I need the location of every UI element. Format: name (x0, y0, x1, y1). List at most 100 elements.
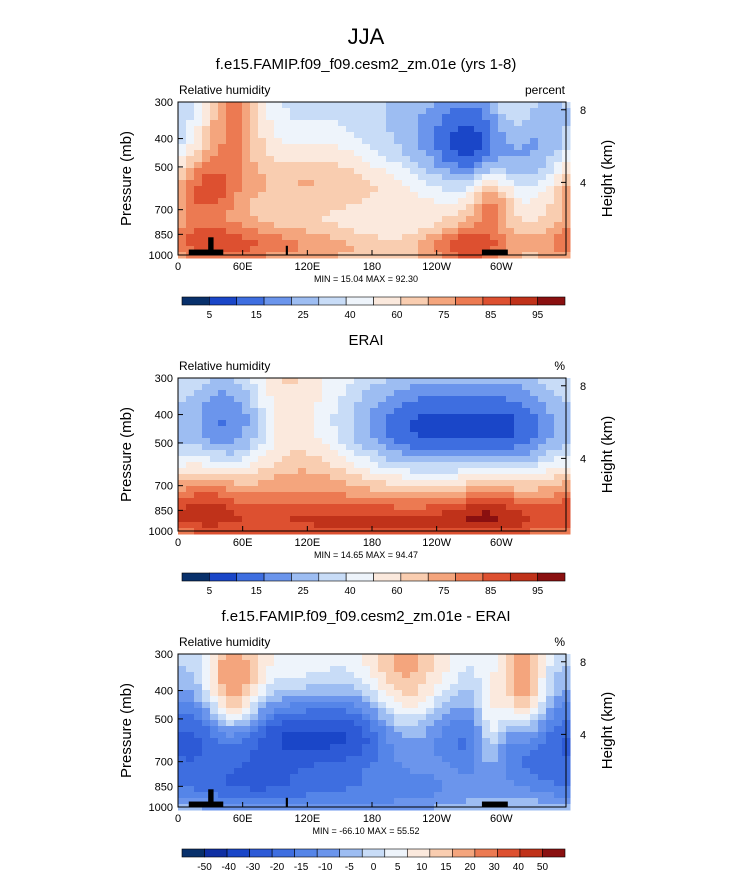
field-cell (514, 210, 523, 217)
field-cell (290, 228, 299, 235)
field-cell (378, 738, 387, 745)
field-cell (418, 468, 427, 475)
field-cell (314, 402, 323, 409)
field-cell (402, 750, 411, 757)
colorbar-swatch (263, 572, 292, 582)
field-cell (338, 132, 347, 139)
field-cell (410, 156, 419, 163)
field-cell (434, 138, 443, 145)
field-cell (490, 738, 499, 745)
field-cell (314, 462, 323, 469)
field-cell (394, 774, 403, 781)
field-cell (346, 132, 355, 139)
field-cell (442, 138, 451, 145)
field-cell (282, 774, 291, 781)
field-cell (274, 792, 283, 799)
field-cell (234, 180, 243, 187)
field-cell (458, 672, 467, 679)
field-cell (330, 156, 339, 163)
field-cell (482, 240, 491, 247)
field-cell (386, 210, 395, 217)
field-cell (322, 198, 331, 205)
field-cell (298, 744, 307, 751)
field-cell (458, 108, 467, 115)
field-cell (194, 432, 203, 439)
field-cell (474, 240, 483, 247)
field-cell (202, 144, 211, 151)
field-cell (298, 516, 307, 523)
field-cell (338, 654, 347, 661)
field-cell (234, 720, 243, 727)
field-cell (490, 654, 499, 661)
field-cell (210, 102, 219, 109)
field-cell (530, 228, 539, 235)
field-cell (426, 432, 435, 439)
field-cell (538, 180, 547, 187)
field-cell (466, 120, 475, 127)
field-cell (394, 498, 403, 505)
field-cell (210, 504, 219, 511)
field-cell (482, 726, 491, 733)
field-cell (514, 438, 523, 445)
field-cell (410, 126, 419, 133)
field-cell (554, 786, 563, 793)
field-cell (186, 732, 195, 739)
field-cell (234, 426, 243, 433)
figure-title: JJA (348, 24, 385, 49)
field-cell (482, 204, 491, 211)
topography-mask (481, 801, 508, 807)
colorbar-swatch (318, 296, 347, 306)
field-cell (370, 102, 379, 109)
field-cell (210, 486, 219, 493)
field-cell (298, 774, 307, 781)
field-cell (274, 738, 283, 745)
field-cell (514, 522, 523, 529)
field-cell (554, 696, 563, 703)
field-cell (354, 522, 363, 529)
field-cell (210, 708, 219, 715)
field-cell (194, 708, 203, 715)
field-cell (474, 246, 483, 253)
field-cell (386, 666, 395, 673)
field-cell (210, 510, 219, 517)
field-cell (370, 132, 379, 139)
field-cell (530, 402, 539, 409)
field-cell (346, 402, 355, 409)
field-cell (234, 402, 243, 409)
field-cell (370, 246, 379, 253)
field-cell (530, 522, 539, 529)
field-cell (458, 438, 467, 445)
field-cell (554, 432, 563, 439)
field-cell (290, 516, 299, 523)
field-cell (466, 708, 475, 715)
field-cell (482, 426, 491, 433)
field-cell (186, 228, 195, 235)
field-cell (466, 162, 475, 169)
field-cell (450, 654, 459, 661)
field-cell (434, 120, 443, 127)
field-cell (554, 180, 563, 187)
colorbar-swatch (226, 848, 250, 858)
field-cell (338, 402, 347, 409)
field-cell (378, 180, 387, 187)
field-cell (554, 684, 563, 691)
field-cell (442, 654, 451, 661)
field-cell (410, 468, 419, 475)
field-cell (530, 756, 539, 763)
field-cell (498, 192, 507, 199)
field-cell (274, 204, 283, 211)
field-cell (386, 216, 395, 223)
field-cell (522, 228, 531, 235)
field-cell (378, 750, 387, 757)
field-cell (346, 102, 355, 109)
field-cell (442, 414, 451, 421)
y-tick-label: 850 (155, 781, 173, 793)
field-cell (202, 384, 211, 391)
field-cell (210, 684, 219, 691)
colorbar-tick-label: 95 (532, 586, 544, 597)
field-cell (522, 402, 531, 409)
field-cell (506, 792, 515, 799)
field-cell (202, 654, 211, 661)
field-cell (538, 774, 547, 781)
field-cell (458, 702, 467, 709)
